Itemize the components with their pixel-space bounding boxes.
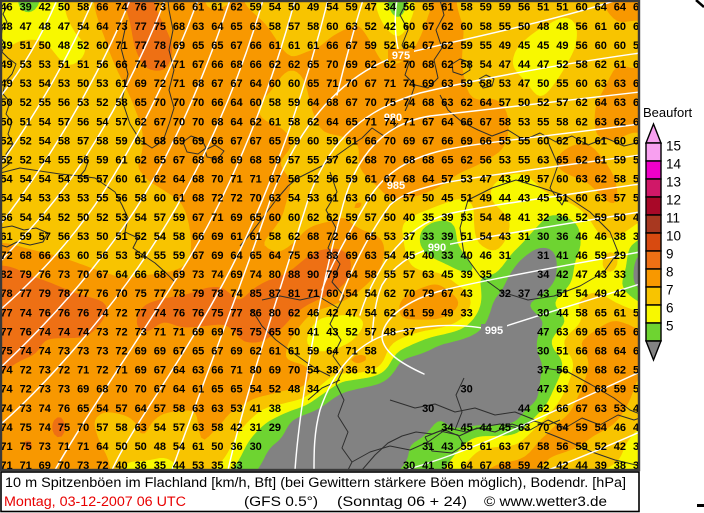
svg-text:7: 7 — [666, 283, 674, 298]
svg-text:990: 990 — [428, 242, 446, 254]
svg-text:995: 995 — [485, 325, 503, 337]
svg-text:6: 6 — [666, 301, 674, 316]
svg-text:10: 10 — [666, 229, 681, 244]
svg-text:5: 5 — [666, 319, 674, 334]
svg-text:11: 11 — [666, 211, 680, 226]
svg-text:12: 12 — [666, 193, 681, 208]
svg-text:975: 975 — [392, 50, 410, 62]
svg-text:985: 985 — [387, 180, 405, 192]
svg-text:© www.wetter3.de: © www.wetter3.de — [484, 494, 607, 509]
svg-text:(Sonntag 06 + 24): (Sonntag 06 + 24) — [337, 494, 467, 509]
svg-text:10 m Spitzenböen im Flachland: 10 m Spitzenböen im Flachland [km/h, Bft… — [5, 475, 626, 490]
svg-text:Beaufort: Beaufort — [643, 105, 693, 120]
svg-text:15: 15 — [666, 139, 681, 154]
svg-text:8: 8 — [666, 265, 674, 280]
svg-text:14: 14 — [666, 157, 682, 172]
svg-text:13: 13 — [666, 175, 681, 190]
svg-text:9: 9 — [666, 247, 674, 262]
svg-text:Montag, 03-12-2007 06 UTC: Montag, 03-12-2007 06 UTC — [4, 494, 186, 509]
svg-text:(GFS 0.5°): (GFS 0.5°) — [244, 494, 318, 509]
svg-text:980: 980 — [384, 112, 402, 124]
